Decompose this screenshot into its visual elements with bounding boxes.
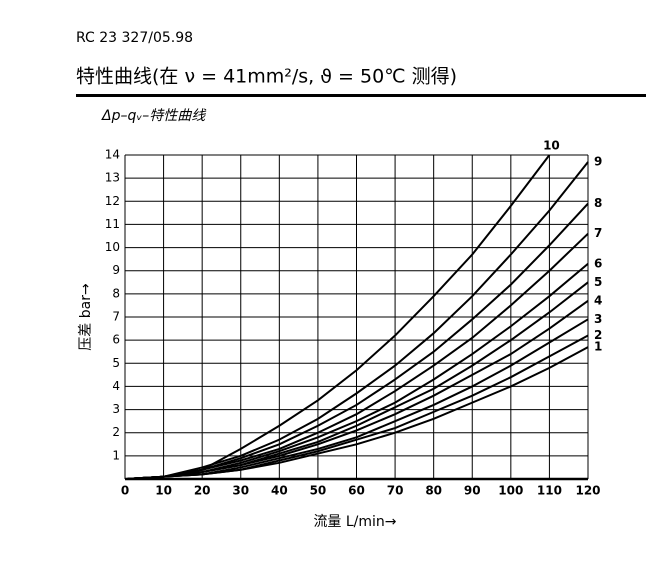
curve (124, 318, 589, 480)
y-tick-label: 14 (105, 148, 120, 162)
x-tick-label: 60 (348, 484, 365, 498)
curve (124, 263, 589, 480)
x-tick-label: 50 (310, 484, 327, 498)
x-tick-label: 10 (155, 484, 172, 498)
y-tick-label: 4 (112, 379, 120, 393)
y-tick-label: 12 (105, 194, 120, 208)
curve-label: 8 (594, 196, 602, 210)
heading: 特性曲线(在 ν = 41mm²/s, ϑ = 50℃ 测得) (76, 66, 457, 88)
x-tick-label: 40 (271, 484, 288, 498)
x-tick-label: 70 (387, 484, 404, 498)
curve-label: 1 (594, 340, 602, 354)
y-tick-label: 6 (112, 333, 120, 347)
x-tick-label: 120 (575, 484, 600, 498)
y-axis-label: 压差 bar→ (78, 283, 94, 351)
y-tick-label: 5 (112, 356, 120, 370)
y-tick-label: 13 (105, 171, 120, 185)
curve-label: 5 (594, 275, 602, 289)
curve-label: 10 (543, 139, 560, 153)
curve-label: 6 (594, 256, 602, 270)
curve-label: 7 (594, 226, 602, 240)
x-tick-label: 30 (232, 484, 249, 498)
curve-label: 4 (594, 293, 602, 307)
curve (124, 161, 589, 480)
x-tick-label: 80 (425, 484, 442, 498)
y-tick-label: 11 (105, 217, 120, 231)
curve-label: 9 (594, 154, 602, 168)
y-tick-label: 9 (112, 263, 120, 277)
y-tick-label: 1 (112, 448, 120, 462)
x-tick-label: 100 (498, 484, 523, 498)
x-tick-label: 90 (464, 484, 481, 498)
x-tick-label: 20 (194, 484, 211, 498)
y-tick-label: 7 (112, 310, 120, 324)
y-tick-label: 2 (112, 425, 120, 439)
curve (124, 154, 551, 480)
x-tick-label: 110 (537, 484, 562, 498)
y-tick-label: 10 (105, 240, 120, 254)
doc-header: RC 23 327/05.98 (76, 30, 193, 46)
curve-label: 2 (594, 328, 602, 342)
heading-rule (76, 94, 646, 97)
chart-title: Δp–qᵥ–特性曲线 (101, 108, 207, 124)
x-tick-label: 0 (121, 484, 129, 498)
y-tick-label: 8 (112, 286, 120, 300)
x-axis-label: 流量 L/min→ (313, 514, 396, 530)
y-tick-label: 3 (112, 402, 120, 416)
curve-label: 3 (594, 312, 602, 326)
